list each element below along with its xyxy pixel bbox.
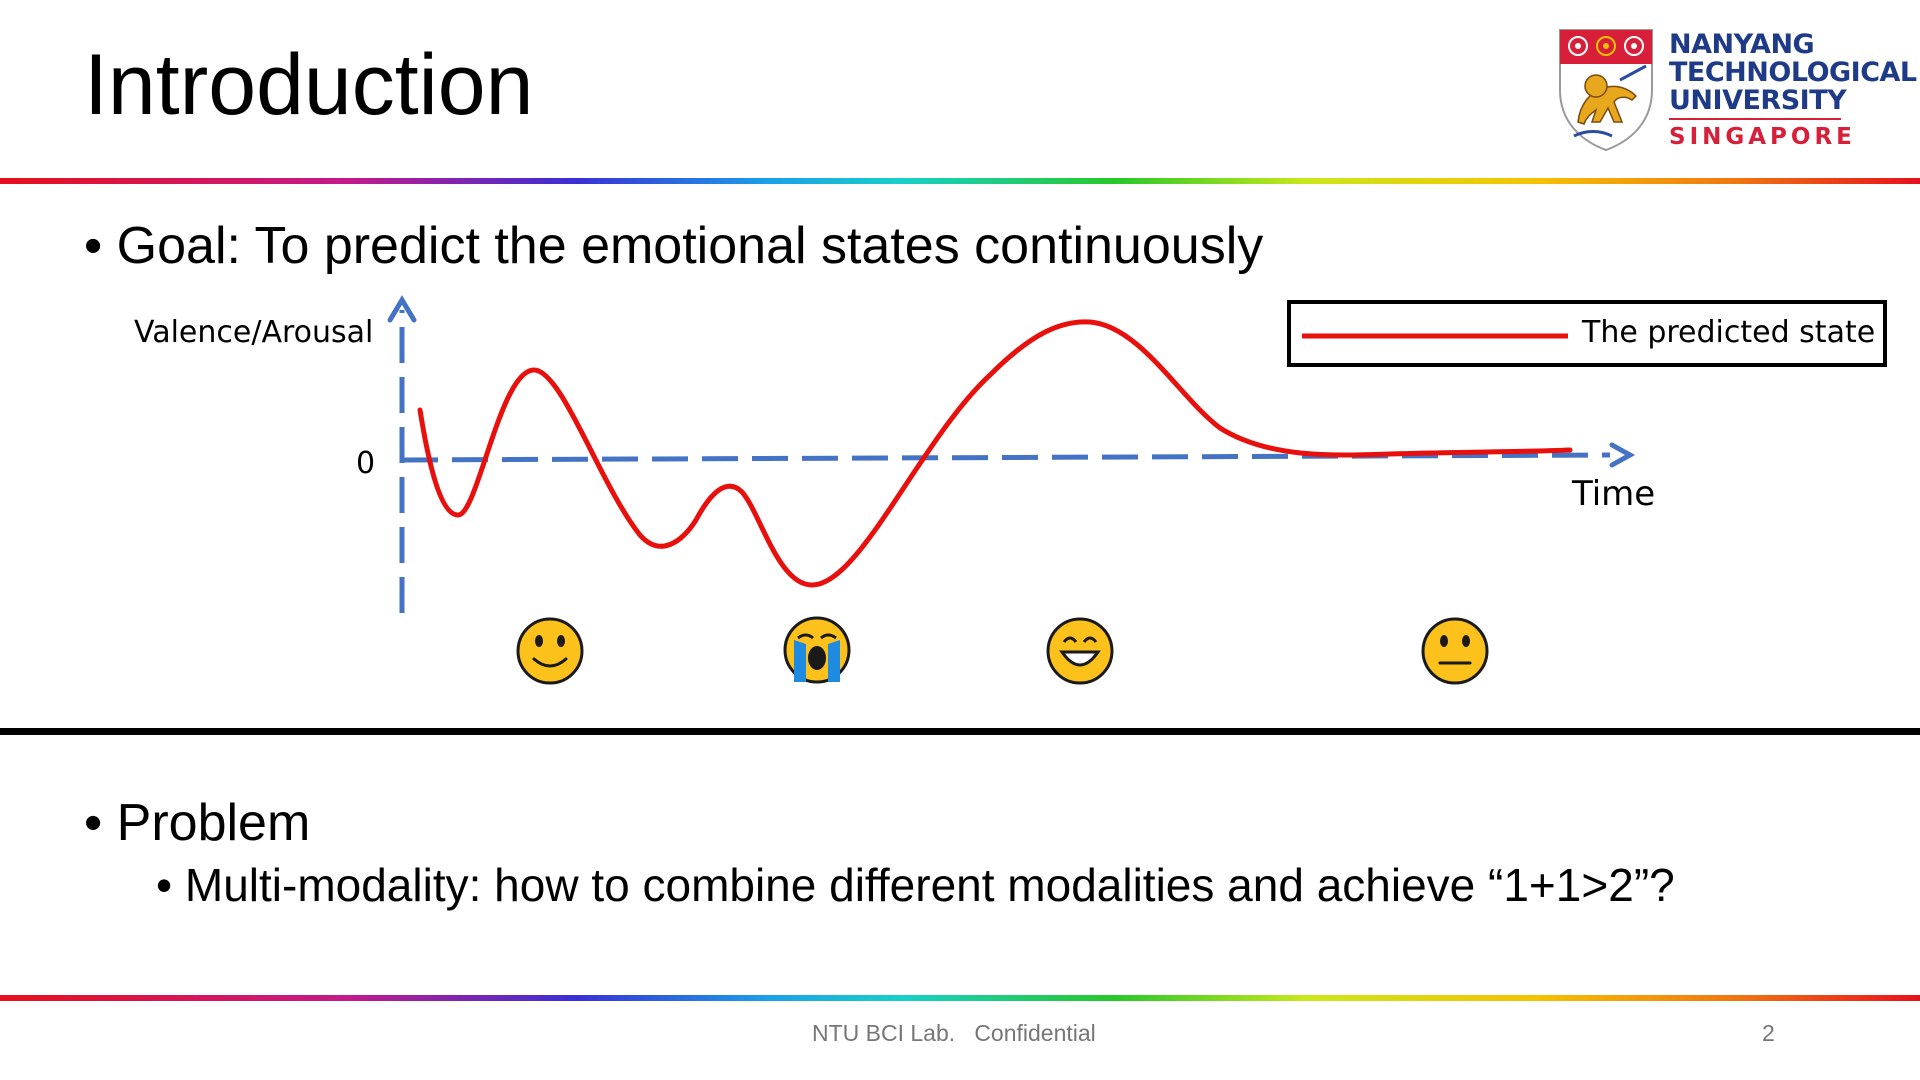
x-axis-arrowhead [1609, 442, 1636, 468]
emotion-chart: Valence/Arousal 0 Time The predicted sta… [134, 295, 1887, 685]
multi-modality-sub-bullet: • Multi-modality: how to combine differe… [156, 859, 1675, 911]
slide-title: Introduction [84, 37, 534, 133]
x-axis-label: Time [1571, 474, 1655, 514]
goal-bullet: • Goal: To predict the emotional states … [84, 217, 1264, 275]
page-number: 2 [1762, 1020, 1775, 1046]
y-tick-zero: 0 [356, 446, 375, 481]
logo-line-4: SINGAPORE [1669, 124, 1856, 150]
x-axis [401, 452, 1611, 463]
y-axis-arrowhead [387, 295, 417, 323]
slightly-smiling-face-icon [516, 617, 584, 685]
footer-text: NTU BCI Lab. Confidential [812, 1020, 1096, 1046]
ntu-logo: NANYANG TECHNOLOGICAL UNIVERSITY SINGAPO… [1556, 26, 1917, 154]
logo-rule [1669, 118, 1841, 120]
ntu-crest-icon [1559, 29, 1653, 152]
chart-legend: The predicted state [1287, 300, 1887, 367]
logo-line-1: NANYANG [1669, 29, 1815, 60]
legend-label: The predicted state [1581, 315, 1875, 350]
top-rainbow-bar [0, 178, 1920, 184]
problem-bullet: • Problem [84, 794, 311, 852]
section-divider [0, 728, 1920, 735]
bottom-rainbow-bar [0, 995, 1920, 1001]
grinning-face-icon [1046, 617, 1114, 685]
neutral-face-icon [1421, 617, 1489, 685]
y-axis-label: Valence/Arousal [134, 315, 373, 350]
logo-line-2: TECHNOLOGICAL [1669, 57, 1917, 88]
logo-line-3: UNIVERSITY [1669, 85, 1847, 116]
predicted-state-line [417, 319, 1573, 588]
loudly-crying-face-icon [783, 616, 851, 684]
